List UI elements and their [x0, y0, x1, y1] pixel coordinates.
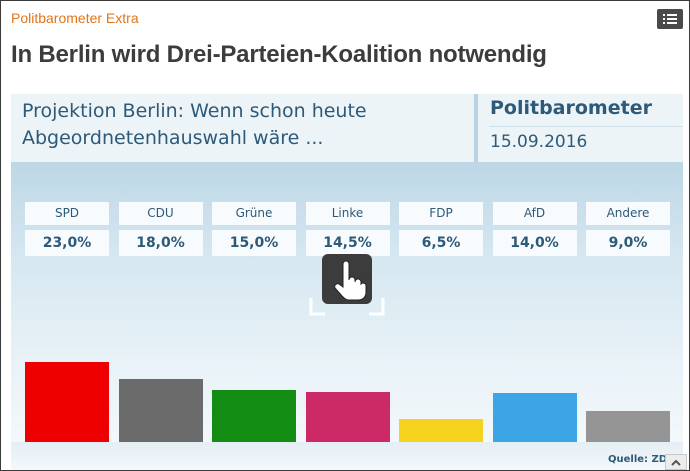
projection-title-line1: Projektion Berlin: Wenn schon heute — [22, 100, 367, 122]
scroll-up-button[interactable] — [665, 454, 687, 470]
bar-spd — [25, 362, 109, 442]
projection-title-line2: Abgeordnetenhauswahl wäre ... — [22, 127, 324, 149]
bar-fdp — [399, 419, 483, 442]
brand-label: Politbarometer — [490, 97, 652, 119]
menu-button[interactable] — [657, 9, 683, 29]
list-icon — [663, 14, 677, 24]
bar-andere — [586, 411, 670, 442]
party-name-fdp: FDP — [399, 202, 483, 225]
party-name-cdu: CDU — [118, 202, 203, 225]
headline[interactable]: In Berlin wird Drei-Parteien-Koalition n… — [11, 41, 547, 68]
chart-graphic[interactable]: Projektion Berlin: Wenn schon heute Abge… — [11, 94, 683, 470]
party-value-afd: 14,0% — [492, 230, 577, 256]
chart-baseline — [11, 442, 683, 470]
header-divider — [474, 94, 478, 162]
chevron-up-icon — [671, 459, 681, 466]
brand-rule — [489, 126, 683, 127]
party-value-fdp: 6,5% — [399, 230, 483, 256]
party-name-linke: Linke — [305, 202, 390, 225]
bar-linke — [305, 392, 390, 442]
party-name-gr-ne: Grüne — [212, 202, 296, 225]
party-name-spd: SPD — [25, 202, 109, 225]
source-label: Quelle: ZDF — [608, 454, 674, 465]
chart-header-band — [11, 94, 683, 162]
party-value-linke: 14,5% — [305, 230, 390, 256]
party-value-andere: 9,0% — [586, 230, 670, 256]
party-value-cdu: 18,0% — [118, 230, 203, 256]
party-value-gr-ne: 15,0% — [212, 230, 296, 256]
party-value-spd: 23,0% — [25, 230, 109, 256]
party-name-afd: AfD — [492, 202, 577, 225]
kicker-label[interactable]: Politbarometer Extra — [11, 10, 139, 26]
date-label: 15.09.2016 — [490, 132, 588, 152]
bar-gr-ne — [212, 390, 296, 442]
hand-pointer-icon[interactable] — [307, 252, 387, 322]
party-name-andere: Andere — [586, 202, 670, 225]
bar-cdu — [118, 379, 203, 442]
bar-afd — [492, 393, 577, 442]
